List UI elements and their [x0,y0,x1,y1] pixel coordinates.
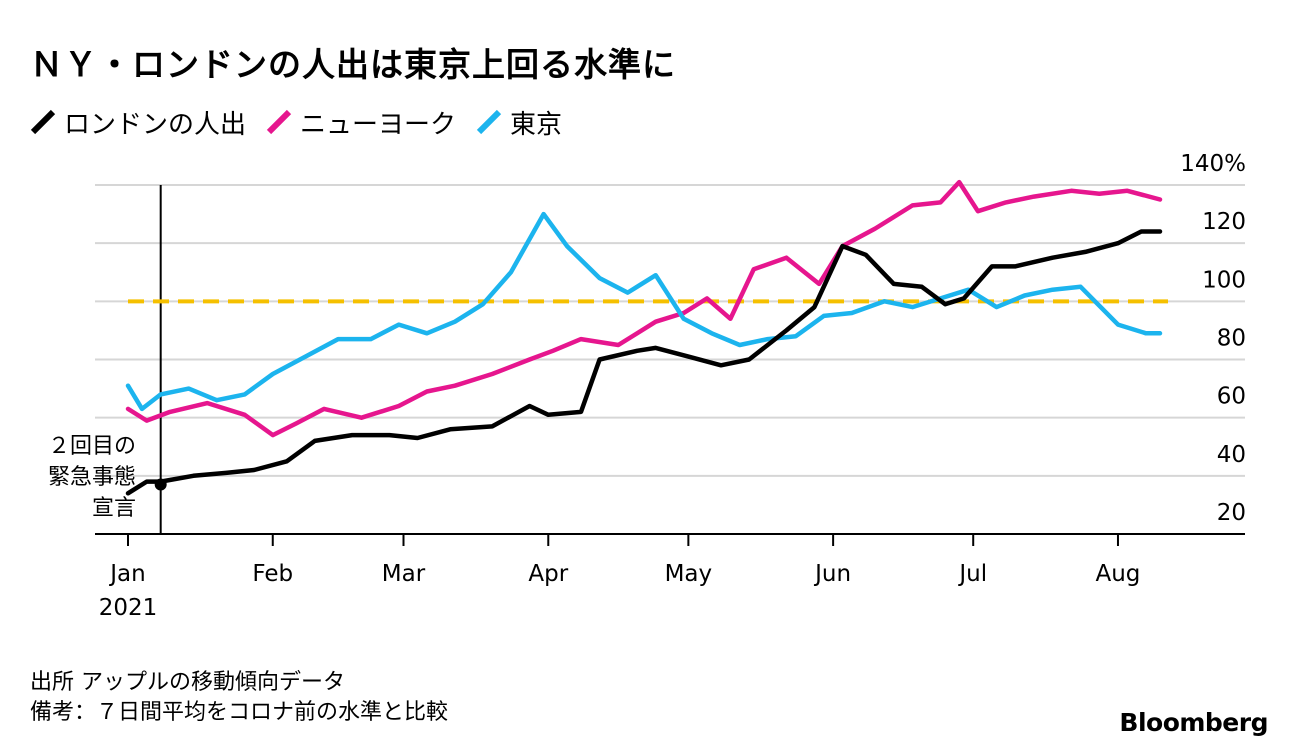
annotation-label: 緊急事態 [48,465,136,490]
legend-label-london: ロンドンの人出 [64,109,247,140]
legend-swatch-newyork [266,109,292,135]
x-tick-label: Aug [1096,561,1141,587]
legend-swatch-tokyo [476,109,502,135]
y-tick-label: 80 [1217,326,1246,352]
x-tick-label: Jun [813,561,851,587]
x-tick-label: Feb [252,561,293,587]
x-tick-label: Mar [382,561,426,587]
source-note: 出所 アップルの移動傾向データ 備考：７日間平均をコロナ前の水準と比較 [30,668,448,728]
source-line: 出所 アップルの移動傾向データ [30,670,345,695]
y-tick-label: 40 [1217,442,1246,468]
london-series-line [125,229,1163,496]
y-tick-label: 20 [1217,500,1246,526]
bloomberg-logo: Bloomberg [1119,708,1268,737]
y-tick-label: 60 [1217,384,1246,410]
x-tick-label: Jul [957,561,987,587]
line-chart: 20 40 60 80 100 120 140% Jan Feb Mar Apr May Jun Jul A… [48,151,1246,621]
x-year-label: 2021 [99,595,158,621]
chart-title: ＮＹ・ロンドンの人出は東京上回る水準に [30,45,676,84]
note-line: 備考：７日間平均をコロナ前の水準と比較 [30,700,449,725]
y-tick-label: 140% [1180,151,1246,177]
x-tick-label: May [665,561,713,587]
y-tick-label: 100 [1202,267,1246,293]
legend-item-tokyo: 東京 [476,104,562,141]
legend-label-tokyo: 東京 [510,109,563,140]
chart-legend: ロンドンの人出 ニューヨーク 東京 [30,104,582,140]
annotation-marker [154,478,167,491]
annotation-label: 宣言 [92,496,136,521]
newyork-series-line [125,179,1163,438]
x-tick-label: Jan [108,561,145,587]
legend-swatch-london [30,109,56,135]
tokyo-series-line [125,211,1163,412]
x-tick-label: Apr [528,561,568,587]
legend-label-newyork: ニューヨーク [300,109,457,140]
annotation-label: ２回目の [48,434,136,459]
legend-item-london: ロンドンの人出 [30,104,246,141]
legend-item-newyork: ニューヨーク [266,104,456,141]
y-tick-label: 120 [1202,209,1246,235]
